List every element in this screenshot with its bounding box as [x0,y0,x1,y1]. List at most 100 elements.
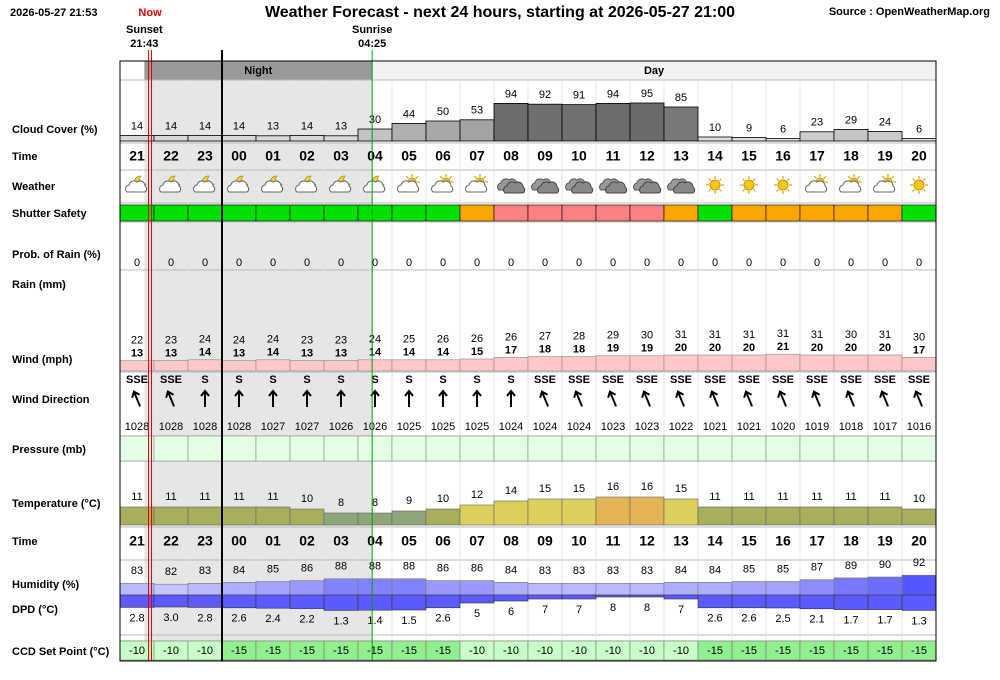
shutter-cell [799,204,835,222]
ccd-value: -15 [877,645,893,657]
cloud-bar [357,128,393,142]
temperature-bar [901,508,937,526]
weather-icon [740,176,758,194]
cloud-value: 50 [437,106,449,118]
sun-ray [922,188,926,192]
hour-label: 21 [129,148,145,164]
temperature-value: 10 [437,493,449,505]
sun-ray [823,175,827,179]
row-label: Shutter Safety [12,208,87,220]
wind-gust: 26 [437,334,449,346]
wind-bar [459,358,495,372]
cloud-bar [901,138,937,142]
shutter-cell [527,204,563,222]
wind-speed: 14 [199,347,212,359]
humidity-value: 89 [845,560,857,572]
shutter-cell [833,204,869,222]
wind-speed: 20 [743,342,755,354]
ccd-value: -15 [265,645,281,657]
cloud-value: 14 [301,120,313,132]
row-label: Prob. of Rain (%) [12,249,101,261]
dpd-value: 8 [644,602,650,614]
dpd-bar [289,594,325,609]
pressure-bar [187,435,223,462]
wind-direction: S [235,374,242,386]
wind-bar [153,360,189,372]
rain-prob: 0 [712,257,718,269]
humidity-bar [561,582,597,596]
wind-speed: 19 [607,343,619,355]
hour-label: 10 [571,533,587,549]
wind-arrow [404,389,414,407]
pressure-bar [867,435,903,462]
source: Source : OpenWeatherMap.org [829,6,990,18]
sun [709,179,721,191]
wind-bar [255,359,291,372]
dpd-value: 1.3 [911,615,926,627]
temperature-value: 11 [267,491,278,503]
pressure-bar [357,435,393,462]
humidity-value: 90 [879,559,891,571]
row-label: DPD (°C) [12,604,58,616]
ccd-value: -10 [197,645,213,657]
weather-icon [633,178,662,194]
hour-label: 22 [163,148,179,164]
rain-prob: 0 [848,257,854,269]
dpd-value: 2.6 [435,613,450,625]
rain-prob: 0 [882,257,888,269]
shutter-cell [765,204,801,222]
hour-label: 18 [843,533,859,549]
humidity-bar [765,581,801,596]
pressure-value: 1025 [431,421,455,433]
dpd-value: 3.0 [163,612,178,624]
wind-gust: 31 [777,328,789,340]
dpd-value: 2.6 [707,613,722,625]
dpd-value: 2.1 [809,614,824,626]
temperature-value: 10 [913,493,925,505]
temperature-bar [527,498,563,526]
sun-ray [708,188,712,192]
pressure-value: 1028 [227,421,251,433]
hour-label: 12 [639,533,655,549]
wind-gust: 31 [879,329,891,341]
dpd-value: 1.3 [333,615,348,627]
night-header [144,61,373,80]
wind-bar [187,359,223,372]
weather-icon [159,175,182,193]
cloud-value: 95 [641,88,653,100]
weather-icon [531,178,560,194]
humidity-bar [697,582,733,596]
pressure-value: 1018 [839,421,863,433]
cloud-bar [663,106,699,142]
panel-border [119,60,937,662]
humidity-bar [153,583,189,596]
dpd-value: 6 [508,606,514,618]
temperature-value: 11 [199,491,210,503]
wind-gust: 24 [267,334,279,346]
hour-label: 09 [537,533,553,549]
weather-icon [805,174,828,193]
wind-bar [867,354,903,372]
pressure-value: 1016 [907,421,931,433]
humidity-bar [255,581,291,596]
sun-ray [776,188,780,192]
cloud-bar [595,103,631,142]
shutter-cell [323,204,359,222]
temperature-value: 14 [505,485,517,497]
wind-speed: 20 [845,342,857,354]
wind-speed: 19 [641,343,653,355]
cloud [227,180,250,193]
pressure-value: 1027 [261,421,285,433]
humidity-bar [901,574,937,596]
dpd-bar [323,594,359,611]
hour-label: 16 [775,148,791,164]
cloud-value: 6 [780,124,786,136]
cloud [873,180,896,193]
weather-icon [565,178,594,194]
ccd-value: -10 [469,645,485,657]
wind-arrow [336,389,346,407]
weather-icon [910,176,928,194]
hour-label: 14 [707,533,723,549]
wind-gust: 30 [641,330,653,342]
pressure-bar [663,435,699,462]
